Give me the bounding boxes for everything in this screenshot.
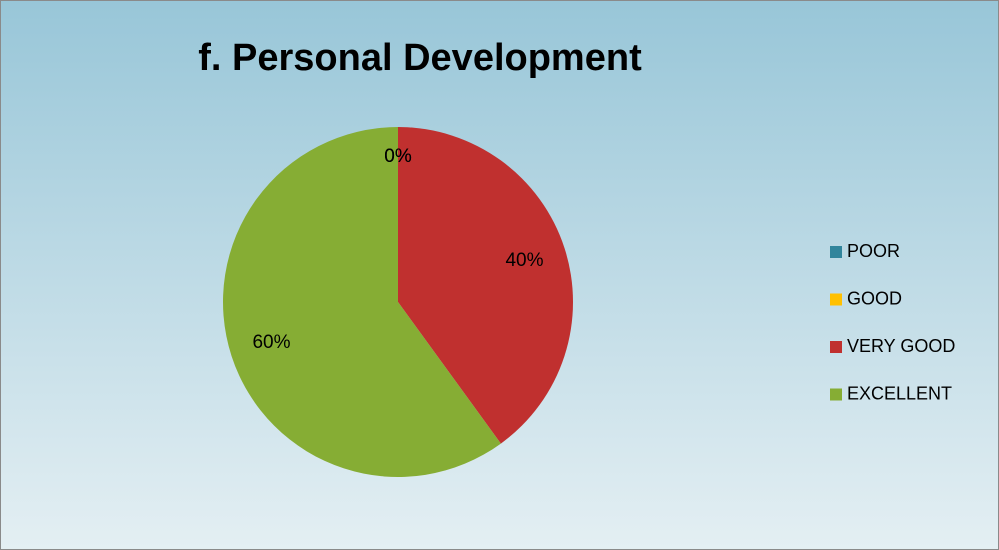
legend-label: GOOD: [847, 288, 902, 308]
data-label: 40%: [505, 250, 543, 271]
pie-slice: [398, 127, 573, 444]
data-label: 0%: [384, 146, 412, 167]
pie-slice: [222, 127, 501, 477]
legend-swatch: [830, 341, 842, 353]
legend-label: EXCELLENT: [847, 383, 952, 403]
legend-swatch: [830, 388, 842, 401]
legend-swatch: [830, 246, 842, 258]
legend-label: VERY GOOD: [847, 336, 955, 356]
data-label: 0%: [384, 146, 412, 167]
chart-title: f. Personal Development: [198, 37, 642, 79]
data-label: 60%: [252, 332, 290, 353]
legend-swatch: [830, 293, 842, 306]
legend-label: POOR: [847, 241, 900, 261]
